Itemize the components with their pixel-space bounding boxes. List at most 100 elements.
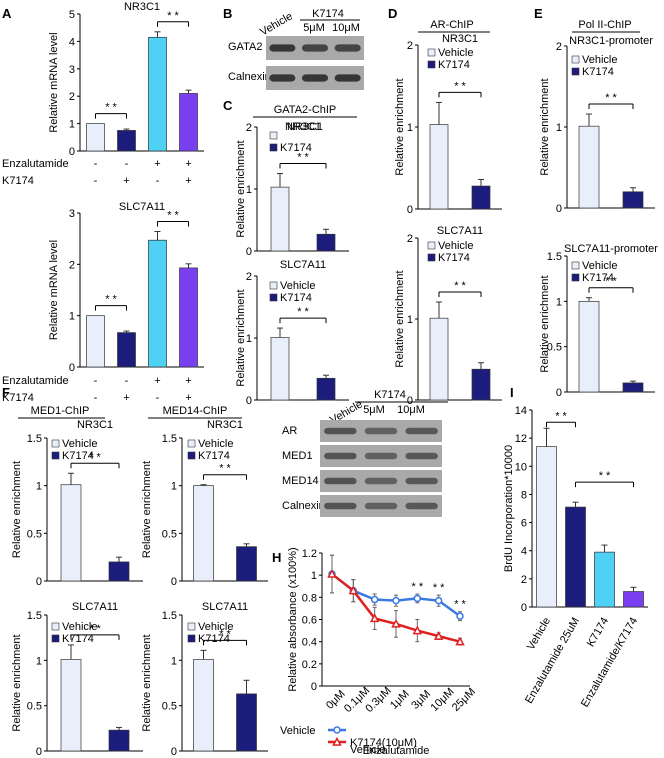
row-label-enzalutamide-2: Enzalutamide bbox=[2, 375, 69, 387]
treatment-sign: + bbox=[123, 175, 129, 187]
y-tick-label: 6 bbox=[521, 518, 527, 530]
sig-marker: * * bbox=[89, 623, 101, 635]
legend-label-vehicle: Vehicle bbox=[582, 54, 617, 66]
x-tick-label: Enzalutamide 25uM bbox=[523, 616, 582, 706]
panel-letter-I: I bbox=[510, 385, 514, 400]
y-axis-label: Relative enrichment bbox=[539, 78, 551, 175]
y-tick-label: 0 bbox=[171, 746, 177, 758]
y-tick-label: 0 bbox=[246, 395, 252, 407]
y-tick-label: 0 bbox=[171, 576, 177, 588]
y-tick-label: 0 bbox=[36, 576, 42, 588]
bar-1 bbox=[193, 485, 214, 582]
legend-label-vehicle: Vehicle bbox=[280, 280, 315, 292]
y-tick-label: 0 bbox=[69, 146, 75, 158]
bar-2 bbox=[236, 546, 257, 582]
data-point-k7174 bbox=[327, 568, 337, 578]
panel-header-F2: MED14-ChIP bbox=[163, 405, 228, 417]
y-tick-label: 0 bbox=[556, 203, 562, 215]
bar-2 bbox=[471, 185, 491, 210]
y-tick-label: 1.5 bbox=[27, 610, 42, 622]
blot-band bbox=[334, 44, 361, 52]
blot-col-group: K7174 bbox=[312, 8, 344, 20]
data-point-vehicle bbox=[434, 596, 443, 605]
data-point-k7174 bbox=[391, 618, 401, 628]
legend-swatch-k7174 bbox=[571, 67, 580, 76]
y-axis-label: Relative enrichment bbox=[235, 140, 247, 237]
chart-title: NR3C1 bbox=[77, 419, 113, 431]
y-tick-label: 0.5 bbox=[27, 701, 42, 713]
blot-row-calnexin: Calnexin bbox=[228, 71, 271, 83]
y-tick-label: 1 bbox=[36, 655, 42, 667]
y-tick-label: 2 bbox=[407, 233, 413, 245]
legend-label-vehicle: Vehicle bbox=[438, 47, 473, 59]
panel-letter-A: A bbox=[2, 6, 12, 21]
bar-2 bbox=[565, 506, 586, 608]
chart-title: SLC7A11 bbox=[202, 601, 248, 613]
y-tick-label: 1 bbox=[311, 570, 317, 582]
blot-col-10um-G: 10μM bbox=[397, 404, 425, 416]
y-tick-label: 1 bbox=[556, 122, 562, 134]
blot-band bbox=[405, 502, 438, 510]
x-tick-label: 10μM bbox=[428, 686, 456, 714]
y-tick-label: 1.5 bbox=[162, 610, 177, 622]
treatment-sign: + bbox=[185, 375, 191, 387]
data-point-vehicle bbox=[392, 596, 400, 605]
sig-marker: * * bbox=[219, 628, 231, 640]
y-axis-label: Relative enrichment bbox=[141, 461, 153, 558]
legend-label-vehicle: Vehicle bbox=[280, 725, 315, 737]
panel-letter-E: E bbox=[534, 6, 543, 21]
y-tick-label: 2 bbox=[246, 271, 252, 283]
sig-marker: * * bbox=[105, 294, 117, 306]
y-tick-label: 10 bbox=[515, 461, 527, 473]
legend-swatch-vehicle bbox=[269, 131, 278, 140]
legend-swatch-vehicle bbox=[571, 55, 580, 64]
panel-letter-B: B bbox=[223, 6, 232, 21]
y-tick-label: 0.5 bbox=[547, 342, 562, 354]
sig-marker: * * bbox=[297, 152, 309, 164]
legend-swatch-k7174 bbox=[269, 143, 278, 152]
y-tick-label: 1 bbox=[36, 481, 42, 493]
legend-label-vehicle: Vehicle bbox=[198, 621, 233, 633]
legend-marker-vehicle bbox=[333, 726, 341, 734]
blot-band bbox=[405, 452, 438, 460]
blot-row-label: MED1 bbox=[282, 450, 313, 462]
blot-row-label: AR bbox=[282, 425, 297, 437]
sig-marker: * * bbox=[433, 582, 445, 594]
chart-title: NR3C1 bbox=[207, 419, 243, 431]
y-tick-label: 2 bbox=[556, 41, 562, 53]
chart-title: NR3C1 bbox=[442, 33, 478, 45]
bar-4 bbox=[179, 267, 198, 368]
x-tick-label: Vehicle bbox=[525, 616, 553, 653]
y-tick-label: 1 bbox=[246, 333, 252, 345]
sig-marker: * * bbox=[555, 410, 567, 422]
data-point-k7174 bbox=[455, 636, 465, 646]
y-tick-label: 3 bbox=[69, 64, 75, 76]
y-tick-label: 1 bbox=[407, 122, 413, 134]
row-label-k7174-2: K7174 bbox=[2, 392, 34, 404]
sig-marker: * * bbox=[605, 276, 617, 288]
blot-band bbox=[334, 74, 361, 82]
bar-1 bbox=[86, 315, 105, 368]
data-point-k7174 bbox=[369, 613, 380, 623]
treatment-sign: + bbox=[185, 158, 191, 170]
y-tick-label: 0 bbox=[36, 746, 42, 758]
treatment-sign: - bbox=[156, 392, 160, 404]
bar-2 bbox=[316, 233, 336, 252]
panel-header-C: GATA2-ChIP bbox=[274, 104, 337, 116]
sig-marker: * * bbox=[219, 463, 231, 475]
legend-swatch-k7174 bbox=[571, 273, 580, 282]
bar-2 bbox=[108, 561, 130, 582]
chart-title: SLC7A11 bbox=[437, 225, 483, 237]
y-tick-label: 4 bbox=[521, 546, 527, 558]
legend-label-k7174: K7174 bbox=[280, 292, 312, 304]
legend-swatch-k7174 bbox=[427, 253, 436, 262]
y-tick-label: 2 bbox=[246, 122, 252, 134]
legend-swatch-k7174 bbox=[51, 634, 60, 643]
sig-marker: * * bbox=[89, 451, 101, 463]
chart-title: SLC7A11-promoter bbox=[564, 243, 658, 255]
y-tick-label: 4 bbox=[69, 36, 75, 48]
blot-band bbox=[269, 74, 296, 82]
y-tick-label: 0 bbox=[246, 246, 252, 258]
blot-calnexin bbox=[266, 66, 364, 90]
y-tick-label: 1 bbox=[69, 119, 75, 131]
